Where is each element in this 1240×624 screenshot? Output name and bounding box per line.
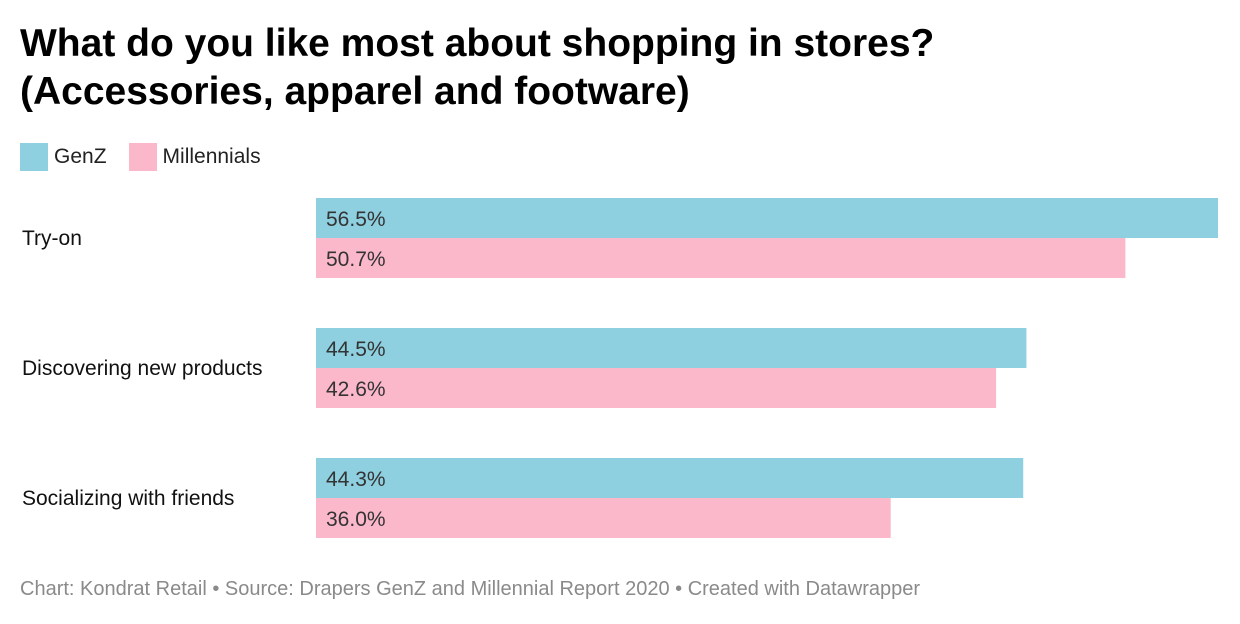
bar-genz	[316, 328, 1027, 368]
bar-chart: Try-on 56.5% 50.7% Discovering new products…	[22, 198, 1218, 538]
bar-millennials	[316, 368, 997, 408]
data-label: 50.7%	[326, 248, 386, 271]
footer-source: Source: Drapers GenZ and Millennial Repo…	[224, 578, 670, 600]
chart-footer: Chart: Kondrat Retail • Source: Drapers …	[20, 578, 920, 601]
footer-separator-2: •	[669, 578, 688, 600]
data-label: 42.6%	[326, 378, 386, 401]
data-label: 44.3%	[326, 468, 386, 491]
chart-title-line: What do you like most about shopping in …	[20, 22, 935, 65]
legend-swatch-genz	[20, 143, 48, 171]
bar-millennials	[316, 238, 1126, 278]
data-label: 44.5%	[326, 338, 386, 361]
data-label: 56.5%	[326, 208, 386, 231]
legend-label-millennials: Millennials	[162, 145, 261, 168]
data-label: 36.0%	[326, 508, 386, 531]
footer-created-with: Created with Datawrapper	[687, 578, 921, 600]
category-label: Try-on	[22, 227, 82, 250]
chart-subtitle-line: (Accessories, apparel and footware)	[20, 70, 690, 113]
bar-genz	[316, 458, 1024, 498]
legend-swatch-millennials	[128, 143, 157, 171]
category-label: Socializing with friends	[22, 487, 234, 510]
chart-title: What do you like most about shopping in …	[20, 20, 1220, 116]
bar-millennials	[316, 498, 891, 538]
bar-genz	[316, 198, 1218, 238]
legend-label-genz: GenZ	[54, 145, 107, 168]
footer-separator-1: •	[206, 578, 225, 600]
legend-item-genz: GenZ	[20, 143, 107, 171]
chart-legend: GenZ Millennials	[20, 143, 283, 171]
footer-chart-by: Chart: Kondrat Retail	[20, 578, 207, 600]
legend-item-millennials: Millennials	[128, 143, 261, 171]
category-label: Discovering new products	[22, 357, 262, 380]
